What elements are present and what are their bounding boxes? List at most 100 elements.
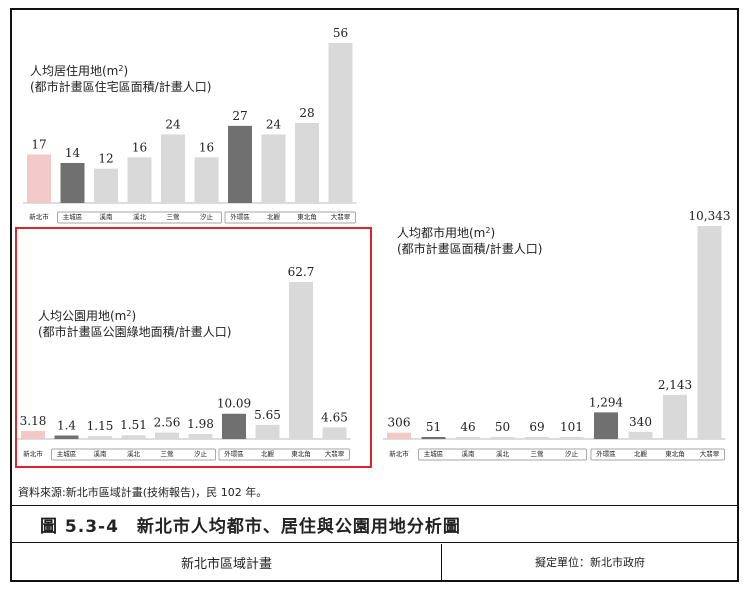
category-label: 汐止 [200, 212, 214, 221]
figure-frame [10, 8, 739, 582]
data-label: 24 [165, 117, 181, 131]
category-label: 大翡翠 [700, 449, 720, 458]
category-label: 新北市 [389, 449, 409, 458]
category-label: 北觀 [634, 449, 648, 458]
data-label: 2,143 [658, 378, 692, 392]
bar-大翡翠 [328, 43, 353, 203]
figure-title: 圖 5.3-4 新北市人均都市、居住與公園用地分析圖 [40, 517, 461, 537]
footer-agency: 擬定單位：新北市政府 [535, 556, 645, 569]
bar-東北角 [295, 123, 319, 203]
category-label: 溪北 [127, 449, 141, 458]
data-label: 69 [529, 420, 544, 434]
bar-三鶯 [161, 134, 185, 203]
data-label: 306 [388, 416, 411, 430]
data-label: 24 [266, 117, 282, 131]
category-group-bracket [224, 211, 356, 224]
bar-東北角 [663, 394, 687, 439]
data-label: 14 [65, 146, 81, 160]
category-label: 北觀 [261, 449, 275, 458]
data-label: 5.65 [254, 408, 281, 422]
bar-溪北 [127, 157, 152, 203]
category-group-bracket [218, 448, 350, 461]
category-label: 新北市 [23, 449, 43, 458]
bar-溪南 [456, 437, 480, 439]
data-label: 56 [333, 26, 348, 40]
bar-新北市 [21, 431, 45, 439]
category-label: 東北角 [297, 212, 317, 221]
category-label: 大翡翠 [331, 212, 351, 221]
category-label: 主城區 [57, 449, 77, 458]
bar-溪南 [88, 436, 112, 439]
bar-外環區 [222, 413, 246, 439]
data-label: 3.18 [20, 414, 47, 428]
category-label: 主城區 [63, 212, 83, 221]
data-label: 46 [460, 420, 475, 434]
data-label: 101 [560, 420, 583, 434]
data-label: 4.65 [321, 410, 348, 424]
data-label: 28 [299, 106, 314, 120]
category-label: 三鶯 [531, 449, 545, 458]
bar-外環區 [594, 412, 618, 439]
category-label: 外環區 [596, 449, 616, 458]
category-label: 東北角 [665, 449, 685, 458]
category-label: 汐止 [194, 449, 208, 458]
figure-caption-row: 圖 5.3-4 新北市人均都市、居住與公園用地分析圖 [12, 505, 739, 543]
category-label: 溪北 [496, 449, 510, 458]
category-group-bracket [418, 448, 587, 461]
footer-plan-name: 新北市區域計畫 [12, 544, 442, 580]
category-group-bracket [57, 211, 222, 224]
category-label: 外環區 [224, 449, 244, 458]
chart-subtitle-2: (都市計畫區公園綠地面積/計畫人口) [38, 324, 231, 339]
bar-主城區 [421, 437, 446, 439]
bar-三鶯 [155, 432, 179, 439]
bar-北觀 [261, 134, 286, 203]
data-label: 16 [199, 140, 214, 154]
source-note: 資料來源:新北市區域計畫(技術報告)，民 102 年。 [18, 486, 268, 499]
bar-東北角 [289, 282, 313, 439]
bar-汐止 [194, 157, 219, 203]
data-label: 50 [495, 420, 510, 434]
category-label: 三鶯 [161, 449, 175, 458]
category-group-bracket [590, 448, 725, 461]
category-label: 北觀 [267, 212, 281, 221]
category-label: 三鶯 [167, 212, 181, 221]
data-label: 1,294 [589, 395, 624, 409]
category-label: 溪南 [462, 449, 476, 458]
data-label: 340 [629, 415, 652, 429]
bar-三鶯 [525, 437, 549, 439]
category-label: 新北市 [29, 212, 49, 221]
data-label: 12 [98, 152, 113, 166]
category-label: 溪南 [94, 449, 108, 458]
bar-主城區 [60, 163, 85, 203]
category-label: 東北角 [291, 449, 311, 458]
data-label: 17 [31, 137, 46, 151]
bar-溪北 [490, 437, 515, 439]
chart-title-1: 人均居住用地(m2) [30, 64, 128, 78]
chart-title-2: 人均公園用地(m2) [38, 309, 136, 323]
bar-外環區 [228, 125, 252, 203]
bar-汐止 [188, 434, 213, 439]
data-label: 2.56 [154, 416, 181, 430]
data-label: 10.09 [217, 397, 251, 411]
category-label: 溪南 [100, 212, 114, 221]
bar-溪南 [94, 168, 118, 203]
bar-北觀 [628, 431, 653, 439]
bar-汐止 [559, 436, 584, 439]
bar-溪北 [121, 435, 146, 439]
data-label: 16 [132, 140, 147, 154]
bar-大翡翠 [697, 226, 722, 439]
data-label: 1.51 [120, 418, 147, 432]
data-label: 62.7 [288, 265, 315, 279]
chart-subtitle-1: (都市計畫區住宅區面積/計畫人口) [30, 79, 211, 94]
bar-新北市 [27, 154, 51, 203]
bar-新北市 [387, 432, 411, 439]
chart-subtitle-3: (都市計畫區面積/計畫人口) [397, 241, 542, 256]
bar-大翡翠 [322, 427, 347, 439]
chart-title-3: 人均都市用地(m2) [397, 225, 495, 240]
data-label: 1.98 [187, 417, 214, 431]
bar-北觀 [255, 424, 280, 439]
category-label: 溪北 [133, 212, 147, 221]
data-label: 10,343 [689, 209, 731, 223]
bar-主城區 [54, 435, 79, 439]
